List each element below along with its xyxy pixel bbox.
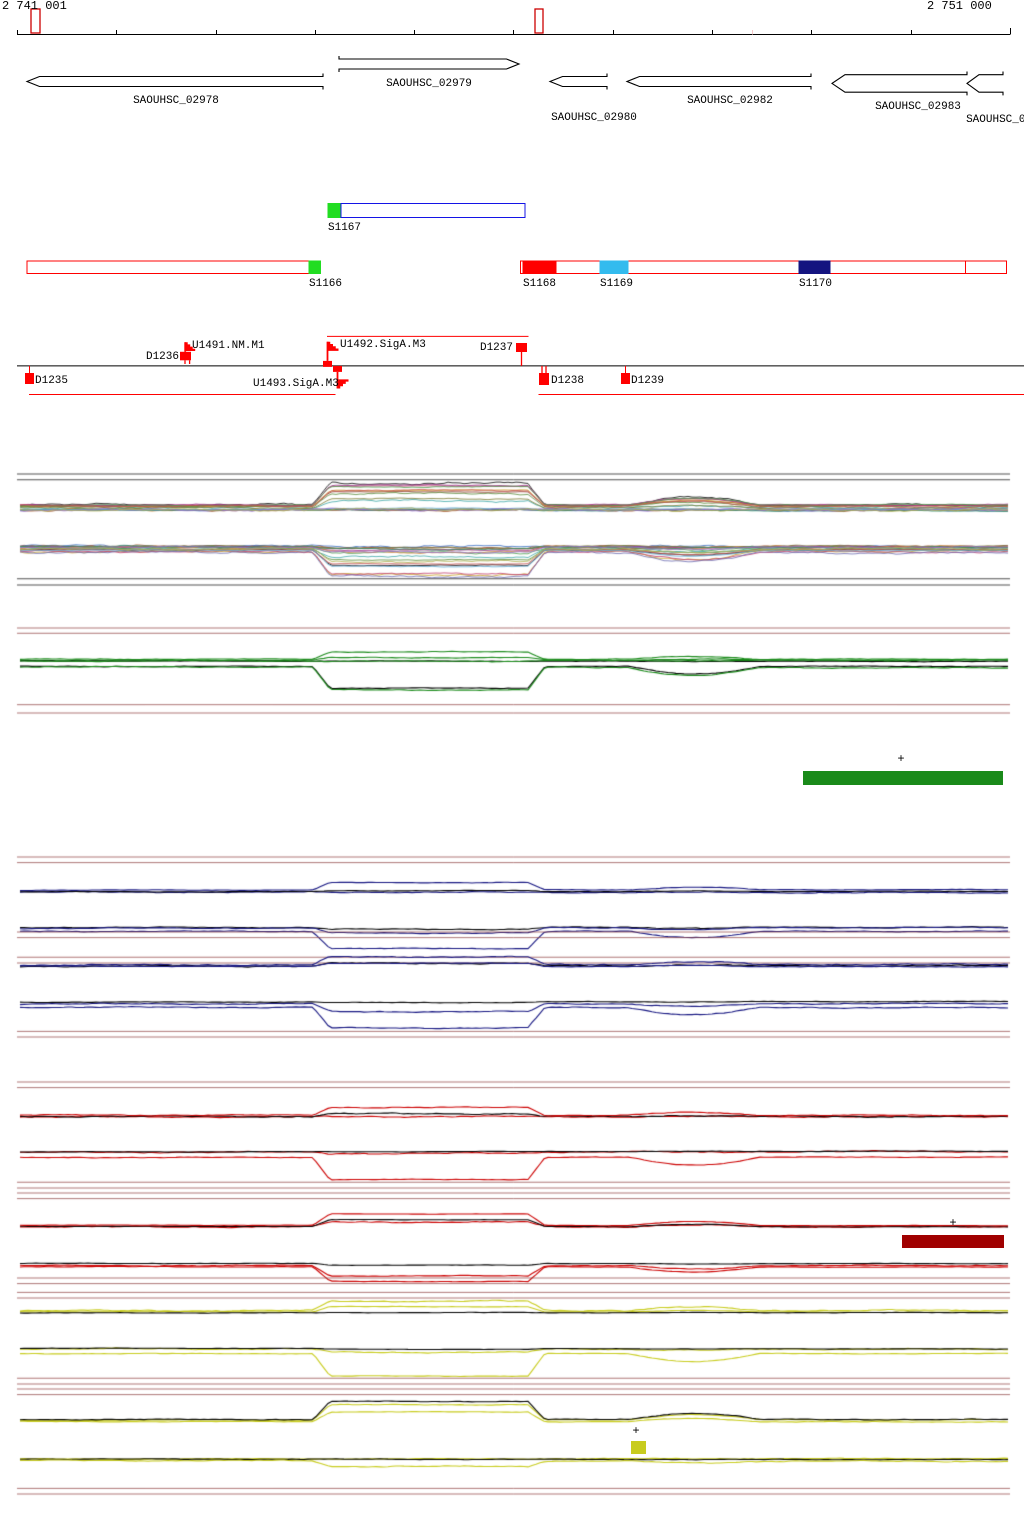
svg-text:SAOUHSC_02979: SAOUHSC_02979 <box>386 78 472 90</box>
svg-text:SAOUHSC_02980: SAOUHSC_02980 <box>551 112 637 124</box>
svg-text:SAOUHSC_02982: SAOUHSC_02982 <box>687 95 773 107</box>
svg-text:SAOUHSC_02978: SAOUHSC_02978 <box>133 95 219 107</box>
svg-text:U1492.SigA.M3: U1492.SigA.M3 <box>340 339 426 351</box>
svg-text:S1167: S1167 <box>328 222 361 234</box>
svg-text:SAOUHSC_02983: SAOUHSC_02983 <box>875 101 961 113</box>
svg-text:SAOUHSC_02984: SAOUHSC_02984 <box>966 114 1024 126</box>
svg-text:S1170: S1170 <box>799 278 832 290</box>
svg-text:D1237: D1237 <box>480 342 513 354</box>
svg-text:U1491.NM.M1: U1491.NM.M1 <box>192 340 265 352</box>
svg-text:S1166: S1166 <box>309 278 342 290</box>
svg-text:S1168: S1168 <box>523 278 556 290</box>
svg-text:S1169: S1169 <box>600 278 633 290</box>
